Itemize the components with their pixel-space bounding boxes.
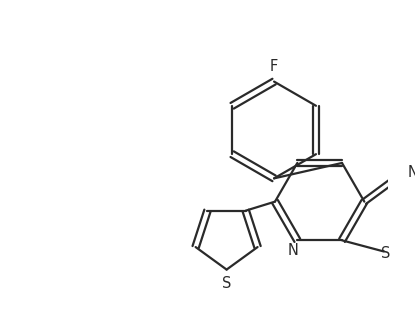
Text: S: S	[381, 246, 391, 261]
Text: S: S	[222, 276, 231, 291]
Text: N: N	[287, 243, 298, 258]
Text: F: F	[270, 59, 278, 74]
Text: N: N	[407, 165, 415, 180]
